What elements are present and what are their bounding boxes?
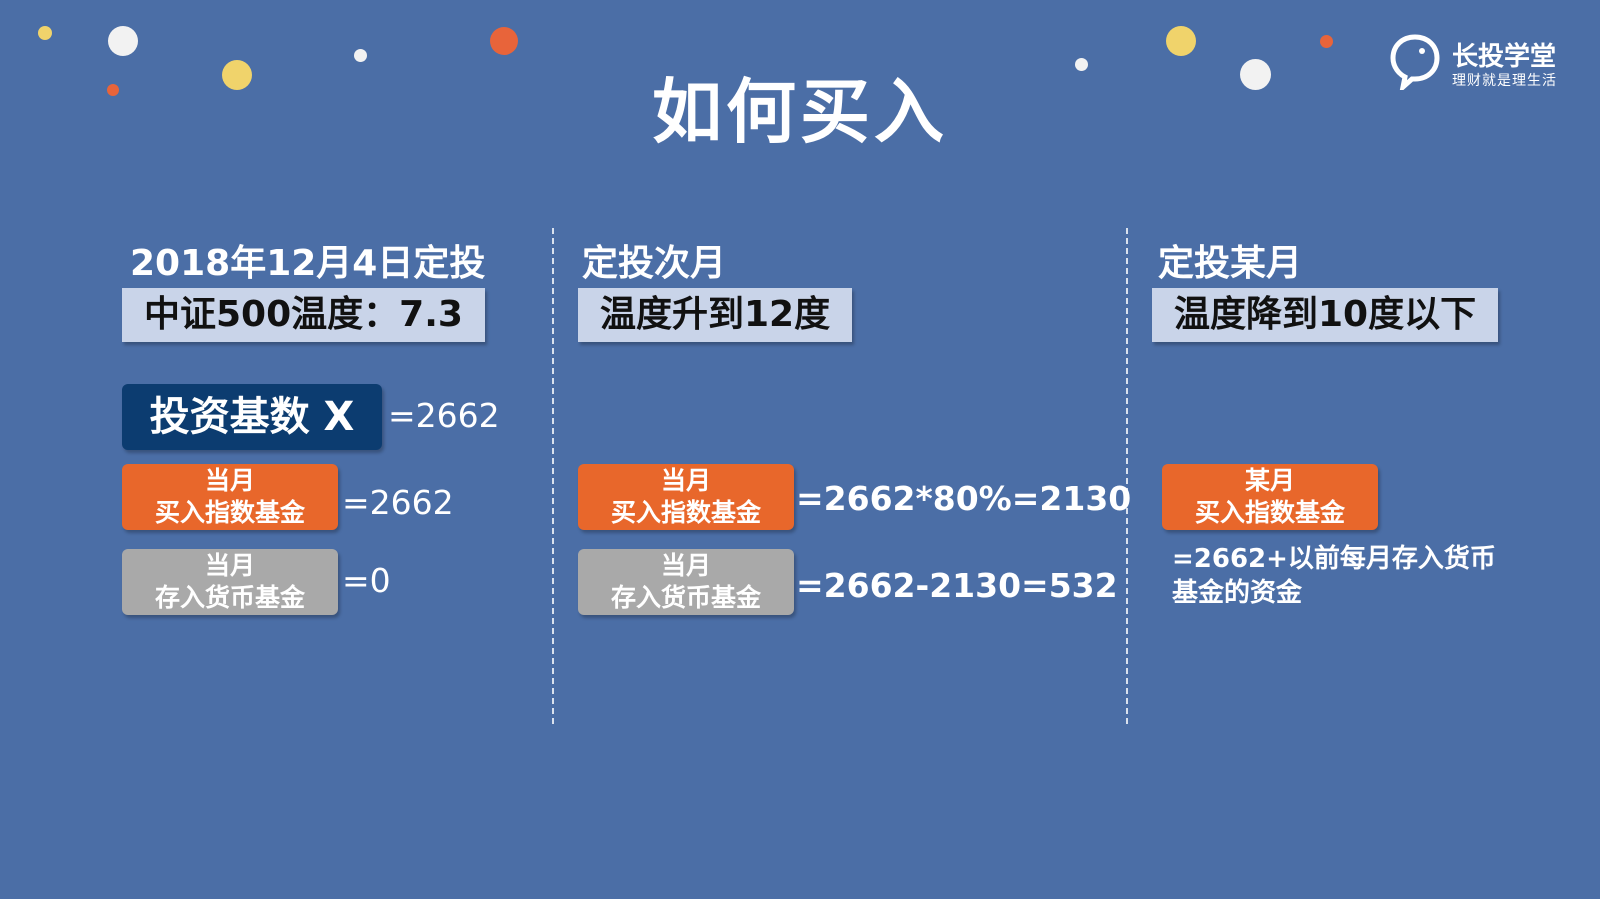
fund-box-period: 当月 [660, 466, 711, 495]
buy-value-note: =2662+以前每月存入货币基金的资金 [1172, 544, 1496, 608]
fund-box-period: 当月 [660, 551, 711, 580]
brand-slogan: 理财就是理生活 [1452, 73, 1557, 89]
decor-dot [108, 26, 138, 56]
decor-dot [354, 49, 367, 62]
fund-box-label: 买入指数基金 [154, 498, 305, 527]
buy-index-fund-box: 当月 买入指数基金 [578, 464, 794, 530]
column-heading: 定投某月 [1158, 243, 1303, 284]
deposit-value: =2662-2130=532 [796, 566, 1118, 605]
deposit-money-fund-box: 当月 存入货币基金 [122, 549, 338, 615]
temperature-box: 温度升到12度 [578, 288, 853, 342]
buy-index-fund-box: 某月 买入指数基金 [1162, 464, 1378, 530]
decor-dot [1075, 58, 1088, 71]
fund-box-label: 买入指数基金 [1194, 498, 1345, 527]
fund-box-period: 某月 [1244, 466, 1295, 495]
column-heading: 2018年12月4日定投 [130, 243, 486, 284]
fund-box-period: 当月 [204, 466, 255, 495]
fund-box-period: 当月 [204, 551, 255, 580]
decor-dot [1320, 35, 1333, 48]
buy-value: =2662*80%=2130 [796, 479, 1132, 518]
column-divider [1126, 228, 1128, 724]
deposit-money-fund-box: 当月 存入货币基金 [578, 549, 794, 615]
temperature-box: 中证500温度：7.3 [122, 288, 485, 342]
decor-dot [1166, 26, 1196, 56]
fund-box-label: 存入货币基金 [610, 583, 761, 612]
decor-dot [38, 26, 52, 40]
brand-name: 长投学堂 [1452, 42, 1557, 72]
fund-box-label: 存入货币基金 [154, 583, 305, 612]
buy-index-fund-box: 当月 买入指数基金 [122, 464, 338, 530]
decor-dot [222, 60, 252, 90]
fund-box-label: 买入指数基金 [610, 498, 761, 527]
investment-base-value: =2662 [388, 396, 500, 435]
decor-dot [107, 84, 119, 96]
decor-dot [1240, 59, 1271, 90]
column-heading: 定投次月 [582, 243, 727, 284]
deposit-value: =0 [342, 561, 391, 600]
lightbulb-chat-icon [1390, 34, 1440, 90]
decor-dot [490, 27, 518, 55]
page-title: 如何买入 [652, 71, 948, 153]
brand-logo: 长投学堂 理财就是理生活 [1390, 34, 1590, 94]
buy-value: =2662 [342, 483, 454, 522]
investment-base-box: 投资基数 X [122, 384, 382, 450]
column-divider [552, 228, 554, 724]
temperature-box: 温度降到10度以下 [1152, 288, 1499, 342]
